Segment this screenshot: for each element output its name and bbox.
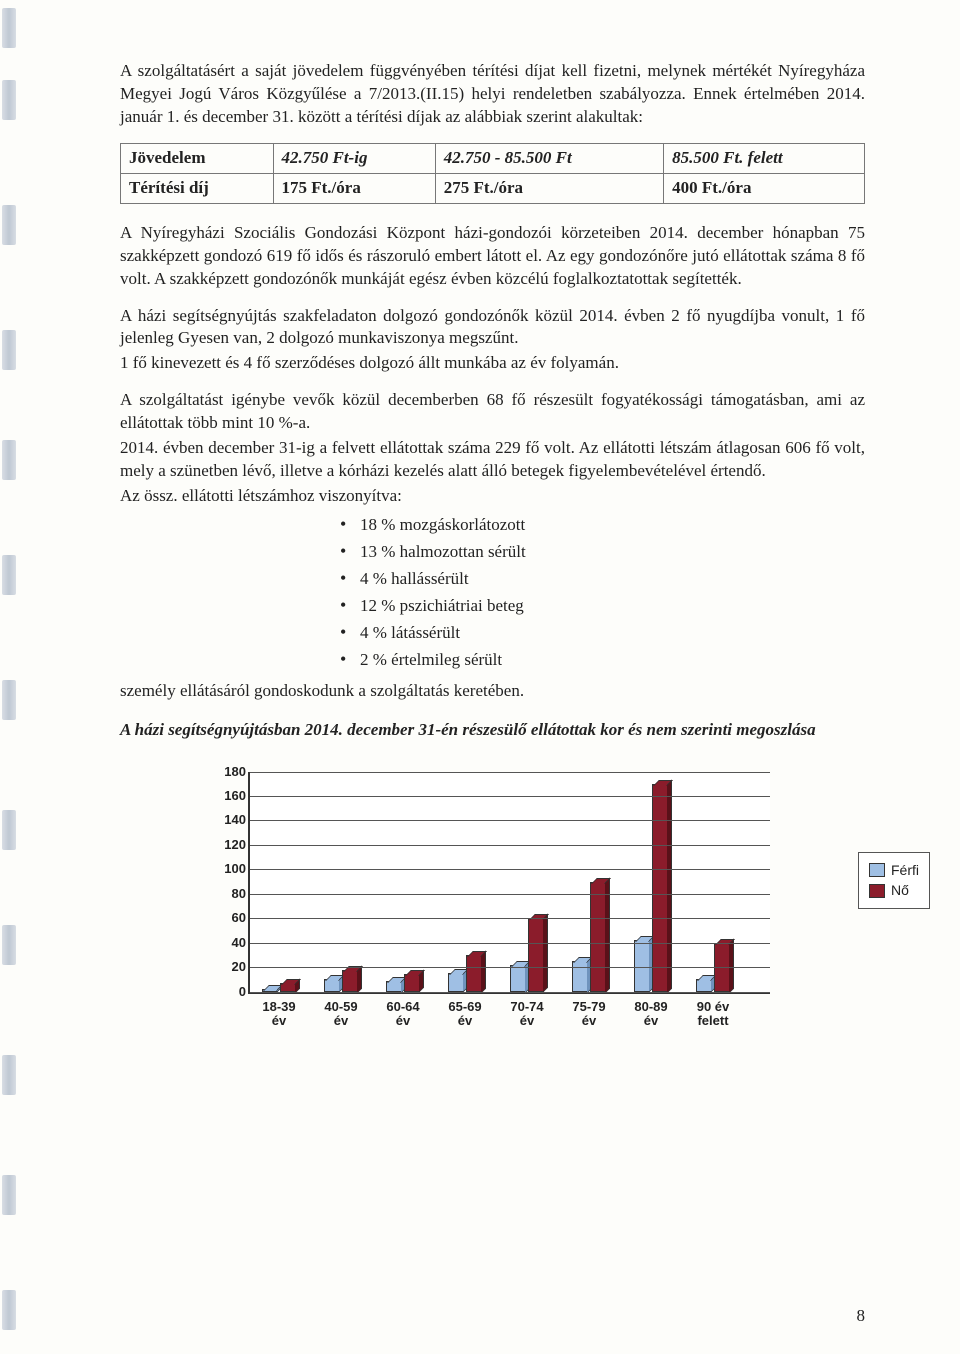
paragraph: 2014. évben december 31-ig a felvett ell… [120,437,865,483]
chart-ytick: 160 [214,787,246,805]
bar-female [342,970,358,992]
chart-ytick: 40 [214,934,246,952]
paragraph: A szolgáltatást igénybe vevők közül dece… [120,389,865,435]
age-gender-chart: 020406080100120140160180 18-39év40-59év6… [210,772,770,1030]
bar-male [696,979,712,991]
cell-value: 275 Ft./óra [435,173,663,203]
chart-ytick: 60 [214,909,246,927]
cell-value: 42.750 - 85.500 Ft [435,143,663,173]
chart-subheading: A házi segítségnyújtásban 2014. december… [120,719,865,742]
chart-ytick: 140 [214,812,246,830]
chart-ytick: 0 [214,983,246,1001]
list-item: 12 % pszichiátriai beteg [340,593,865,618]
bar-male [324,979,340,991]
chart-ytick: 100 [214,860,246,878]
legend-swatch-male [869,863,885,877]
legend-swatch-female [869,884,885,898]
paragraph: Az össz. ellátotti létszámhoz viszonyítv… [120,485,865,508]
chart-ytick: 120 [214,836,246,854]
bar-male [386,981,402,992]
bullet-list: 18 % mozgáskorlátozott 13 % halmozottan … [120,512,865,672]
bar-female [280,983,296,992]
legend-label: Férfi [891,861,919,880]
legend-item-male: Férfi [869,861,919,880]
chart-ytick: 20 [214,958,246,976]
paragraph-intro: A szolgáltatásért a saját jövedelem függ… [120,60,865,129]
chart-xtick: 80-89év [620,994,682,1030]
page-number: 8 [857,1305,866,1328]
bar-male [634,940,650,991]
list-item: 4 % látássérült [340,620,865,645]
paragraph: A Nyíregyházi Szociális Gondozási Közpon… [120,222,865,291]
table-row: Térítési díj 175 Ft./óra 275 Ft./óra 400… [121,173,865,203]
chart-bars [250,772,770,992]
legend-item-female: Nő [869,881,919,900]
fee-table: Jövedelem 42.750 Ft-ig 42.750 - 85.500 F… [120,143,865,204]
cell-value: 175 Ft./óra [273,173,435,203]
binder-edge [0,0,20,1354]
bar-female [590,882,606,992]
table-row: Jövedelem 42.750 Ft-ig 42.750 - 85.500 F… [121,143,865,173]
chart-x-labels: 18-39év40-59év60-64év65-69év70-74év75-79… [248,994,770,1030]
bar-female [652,784,668,992]
chart-xtick: 75-79év [558,994,620,1030]
chart-xtick: 60-64év [372,994,434,1030]
chart-xtick: 90 évfelett [682,994,744,1030]
bar-male [510,965,526,992]
document-page: A szolgáltatásért a saját jövedelem függ… [0,0,960,1354]
paragraph: 1 fő kinevezett és 4 fő szerződéses dolg… [120,352,865,375]
cell-value: 85.500 Ft. felett [664,143,865,173]
bar-male [572,961,588,992]
chart-xtick: 18-39év [248,994,310,1030]
list-item: 13 % halmozottan sérült [340,539,865,564]
paragraph: személy ellátásáról gondoskodunk a szolg… [120,680,865,703]
cell-value: 400 Ft./óra [664,173,865,203]
cell-value: 42.750 Ft-ig [273,143,435,173]
chart-xtick: 70-74év [496,994,558,1030]
chart-legend: Férfi Nő [858,852,930,910]
list-item: 2 % értelmileg sérült [340,647,865,672]
bar-female [404,974,420,991]
cell-header: Jövedelem [121,143,274,173]
chart-plot-area: 020406080100120140160180 [248,772,770,994]
bar-female [528,918,544,991]
cell-header: Térítési díj [121,173,274,203]
list-item: 18 % mozgáskorlátozott [340,512,865,537]
legend-label: Nő [891,881,909,900]
chart-xtick: 40-59év [310,994,372,1030]
chart-ytick: 80 [214,885,246,903]
chart-ytick: 180 [214,763,246,781]
list-item: 4 % hallássérült [340,566,865,591]
chart-xtick: 65-69év [434,994,496,1030]
bar-female [466,955,482,992]
bar-male [448,973,464,991]
paragraph: A házi segítségnyújtás szakfeladaton dol… [120,305,865,351]
